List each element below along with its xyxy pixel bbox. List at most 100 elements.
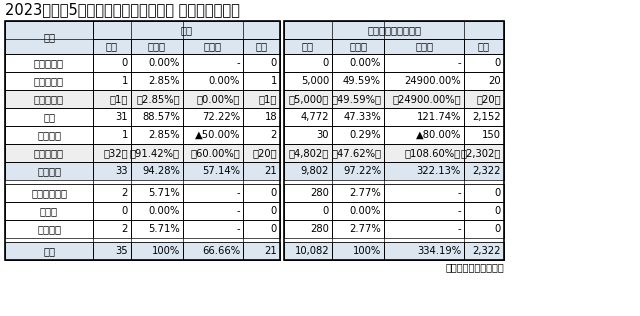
- Bar: [384, 72, 464, 90]
- Text: 0: 0: [271, 188, 277, 198]
- Text: 5.71%: 5.71%: [148, 224, 180, 234]
- Bar: [384, 54, 464, 72]
- Text: 49.59%: 49.59%: [343, 76, 381, 86]
- Bar: [384, 39, 464, 54]
- Text: 2023（令和5）年自動車部品メーカー 形態別倒産状況: 2023（令和5）年自動車部品メーカー 形態別倒産状況: [5, 2, 240, 17]
- Text: （108.60%）: （108.60%）: [405, 148, 461, 158]
- Bar: [384, 242, 464, 260]
- Text: 2.77%: 2.77%: [349, 224, 381, 234]
- Bar: [332, 39, 384, 54]
- Text: 0.00%: 0.00%: [209, 76, 240, 86]
- Text: 0: 0: [495, 206, 501, 216]
- Bar: [243, 126, 280, 144]
- Bar: [93, 184, 131, 202]
- Text: 2: 2: [122, 188, 128, 198]
- Text: -: -: [458, 206, 461, 216]
- Text: 0.00%: 0.00%: [148, 206, 180, 216]
- Bar: [93, 144, 131, 162]
- Text: 当年: 当年: [302, 41, 314, 52]
- Text: 0: 0: [122, 58, 128, 68]
- Text: 0.00%: 0.00%: [349, 206, 381, 216]
- Text: （0.00%）: （0.00%）: [196, 94, 240, 104]
- Text: 30: 30: [317, 130, 329, 140]
- Bar: [284, 220, 332, 238]
- Text: 97.22%: 97.22%: [343, 166, 381, 176]
- Bar: [332, 72, 384, 90]
- Text: 334.19%: 334.19%: [417, 246, 461, 256]
- Bar: [284, 21, 504, 39]
- Bar: [243, 144, 280, 162]
- Bar: [5, 21, 93, 54]
- Text: 2: 2: [122, 224, 128, 234]
- Bar: [243, 162, 280, 180]
- Text: 4,772: 4,772: [301, 112, 329, 122]
- Text: 33: 33: [115, 166, 128, 176]
- Text: 0.00%: 0.00%: [349, 58, 381, 68]
- Bar: [131, 126, 183, 144]
- Text: 1: 1: [122, 76, 128, 86]
- Bar: [332, 162, 384, 180]
- Bar: [384, 90, 464, 108]
- Bar: [93, 126, 131, 144]
- Bar: [243, 39, 280, 54]
- Bar: [284, 144, 332, 162]
- Bar: [183, 202, 243, 220]
- Bar: [131, 39, 183, 54]
- Bar: [183, 72, 243, 90]
- Text: 民事再生法: 民事再生法: [34, 76, 64, 86]
- Bar: [464, 242, 504, 260]
- Bar: [243, 202, 280, 220]
- Text: 10,082: 10,082: [294, 246, 329, 256]
- Text: 31: 31: [115, 112, 128, 122]
- Text: -: -: [458, 224, 461, 234]
- Text: -: -: [458, 188, 461, 198]
- Bar: [93, 108, 131, 126]
- Text: 24900.00%: 24900.00%: [404, 76, 461, 86]
- Text: 1: 1: [122, 130, 128, 140]
- Text: （再建型）: （再建型）: [34, 94, 64, 104]
- Text: 取引停止処分: 取引停止処分: [31, 188, 67, 198]
- Bar: [464, 39, 504, 54]
- Bar: [93, 242, 131, 260]
- Text: 2.77%: 2.77%: [349, 188, 381, 198]
- Text: ▲50.00%: ▲50.00%: [195, 130, 240, 140]
- Text: （1）: （1）: [259, 94, 277, 104]
- Bar: [384, 162, 464, 180]
- Bar: [284, 39, 332, 54]
- Bar: [5, 162, 93, 180]
- Bar: [384, 108, 464, 126]
- Bar: [183, 220, 243, 238]
- Bar: [5, 238, 280, 242]
- Bar: [284, 242, 332, 260]
- Text: 0: 0: [495, 224, 501, 234]
- Text: 前年: 前年: [255, 41, 268, 52]
- Bar: [284, 21, 504, 260]
- Bar: [284, 180, 504, 184]
- Bar: [464, 144, 504, 162]
- Bar: [243, 90, 280, 108]
- Bar: [384, 220, 464, 238]
- Text: 構成比: 構成比: [349, 41, 367, 52]
- Text: 47.33%: 47.33%: [343, 112, 381, 122]
- Bar: [243, 242, 280, 260]
- Text: 特別清算: 特別清算: [37, 130, 61, 140]
- Bar: [5, 184, 93, 202]
- Bar: [93, 39, 131, 54]
- Bar: [183, 54, 243, 72]
- Text: 2,322: 2,322: [472, 166, 501, 176]
- Text: 21: 21: [264, 166, 277, 176]
- Bar: [284, 162, 332, 180]
- Text: 150: 150: [482, 130, 501, 140]
- Bar: [243, 108, 280, 126]
- Bar: [183, 108, 243, 126]
- Text: 121.74%: 121.74%: [417, 112, 461, 122]
- Text: 280: 280: [310, 188, 329, 198]
- Bar: [5, 180, 280, 184]
- Text: 1: 1: [271, 76, 277, 86]
- Bar: [384, 202, 464, 220]
- Text: 322.13%: 322.13%: [417, 166, 461, 176]
- Text: 2: 2: [271, 130, 277, 140]
- Bar: [5, 108, 93, 126]
- Text: 100%: 100%: [152, 246, 180, 256]
- Text: （2,302）: （2,302）: [461, 148, 501, 158]
